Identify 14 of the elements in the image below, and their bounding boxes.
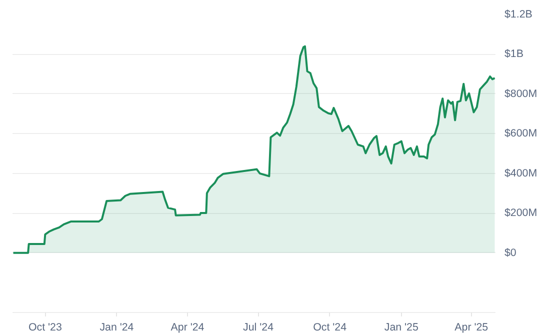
x-tick-label: Apr '24 xyxy=(170,322,204,334)
y-tick-label: $400M xyxy=(504,167,538,180)
x-tick-label: Oct '24 xyxy=(313,322,347,334)
y-tick-label: $1B xyxy=(504,48,524,60)
x-tick-label: Oct '23 xyxy=(28,322,62,334)
y-tick-label: $0 xyxy=(504,246,516,259)
y-tick-label: $1.2B xyxy=(504,8,532,20)
y-tick-label: $600M xyxy=(504,128,538,140)
x-tick-label: Apr '25 xyxy=(454,322,488,334)
x-tick-label: Jan '24 xyxy=(100,322,134,334)
x-tick-label: Jan '25 xyxy=(384,322,418,334)
y-tick-label: $800M xyxy=(504,88,538,100)
x-tick-label: Jul '24 xyxy=(243,322,274,334)
y-tick-label: $200M xyxy=(504,207,538,220)
